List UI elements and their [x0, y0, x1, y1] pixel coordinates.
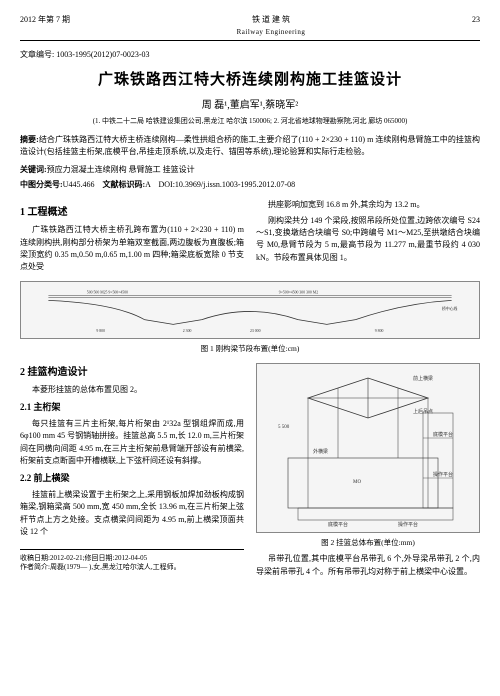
col2-para-3: 吊带孔位置,其中底模平台吊带孔 6 个,外导梁吊带孔 2 个,内导梁前吊带孔 4… [256, 553, 480, 578]
section-1-para-1: 广珠铁路西江特大桥主桥孔跨布置为(110 + 2×230 + 110) m 连续… [20, 224, 244, 274]
figure-1-caption: 图 1 刚构梁节段布置(单位:cm) [20, 343, 480, 354]
abstract-label: 摘要: [20, 135, 39, 144]
doc-val: A [145, 180, 150, 189]
svg-text:9 800: 9 800 [375, 329, 384, 333]
svg-text:9×500=4500 300 300 M2: 9×500=4500 300 300 M2 [279, 290, 318, 294]
col2-para-2: 刚构梁共分 149 个梁段,按照吊段所处位置,边跨依次编号 S24～S1,变换墩… [256, 215, 480, 265]
section-1-heading: 1 工程概述 [20, 205, 244, 220]
svg-text:操作平台: 操作平台 [398, 521, 418, 528]
column-right-top: 拱座影响加宽到 16.8 m 外,其余均为 13.2 m。 刚构梁共分 149 … [256, 199, 480, 277]
section-2-1-heading: 2.1 主桁架 [20, 401, 244, 415]
section-2-heading: 2 挂篮构造设计 [20, 365, 244, 380]
svg-text:2 300: 2 300 [183, 329, 192, 333]
col2-para-1: 拱座影响加宽到 16.8 m 外,其余均为 13.2 m。 [256, 199, 480, 211]
svg-text:前上横梁: 前上横梁 [413, 375, 433, 382]
column-left-2: 2 挂篮构造设计 本菱形挂篮的总体布置见图 2。 2.1 主桁架 每只挂篮有三片… [20, 359, 244, 581]
figure-2: 前上横梁 上后吊点 底模平台 操作平台 MO 外横梁 5 500 底模平台 操作… [256, 363, 480, 533]
svg-text:底模平台: 底模平台 [328, 521, 348, 528]
doi-val: 10.3969/j.issn.1003-1995.2012.07-08 [175, 180, 295, 189]
fig1-dims-text: 500 500 M25 9×500=4500 [87, 290, 128, 294]
keywords: 关键词:预应力混凝土连续刚构 悬臂施工 挂篮设计 [20, 164, 480, 176]
affiliations: (1. 中铁二十二局 哈铁建设集团公司,黑龙江 哈尔滨 150006; 2. 河… [20, 117, 480, 126]
figure-2-sketch: 前上横梁 上后吊点 底模平台 操作平台 MO 外横梁 5 500 底模平台 操作… [261, 368, 475, 528]
page-number: 23 [472, 14, 480, 38]
section-2-2-heading: 2.2 前上横梁 [20, 472, 244, 486]
footer-info: 收稿日期:2012-02-21;修回日期:2012-04-05 作者简介:周磊(… [20, 549, 244, 574]
section-2-para-1: 本菱形挂篮的总体布置见图 2。 [20, 384, 244, 396]
journal-en: Railway Engineering [237, 28, 306, 36]
doi-label: DOI: [158, 180, 174, 189]
column-left: 1 工程概述 广珠铁路西江特大桥主桥孔跨布置为(110 + 2×230 + 11… [20, 199, 244, 277]
svg-text:底模平台: 底模平台 [433, 431, 453, 438]
class-val: U445.466 [63, 180, 95, 189]
header-center: 铁 道 建 筑 Railway Engineering [70, 14, 472, 38]
svg-text:9 800: 9 800 [96, 329, 105, 333]
svg-text:23 000: 23 000 [250, 329, 261, 333]
section-2-1-para-1: 每只挂篮有三片主桁架,每片桁架由 2¹32a 型钢组焊而成,用 6φ100 mm… [20, 418, 244, 468]
figure-1-sketch: 500 500 M25 9×500=4500 9×500=4500 300 30… [25, 286, 475, 334]
keywords-label: 关键词: [20, 165, 47, 174]
figure-2-caption: 图 2 挂篮总体布置(单位:mm) [256, 537, 480, 548]
body-columns: 1 工程概述 广珠铁路西江特大桥主桥孔跨布置为(110 + 2×230 + 11… [20, 199, 480, 277]
section-2-2-para-1: 挂篮前上横梁设置于主桁架之上,采用钢板加焊加劲板构成钢箱梁,钢箱梁高 500 m… [20, 489, 244, 539]
svg-text:外横梁: 外横梁 [313, 448, 328, 455]
abstract-body: 结合广珠铁路西江特大桥主桥连续刚构—柔性拱组合桥的施工,主要介绍了(110 + … [20, 135, 480, 157]
journal-cn: 铁 道 建 筑 [252, 15, 290, 24]
class-label: 中图分类号: [20, 180, 63, 189]
svg-text:操作平台: 操作平台 [433, 471, 453, 478]
svg-text:MO: MO [353, 480, 361, 485]
page: 2012 年第 7 期 铁 道 建 筑 Railway Engineering … [0, 0, 500, 595]
authors: 周 磊¹,董启军¹,蔡晓军² [20, 98, 480, 113]
article-title: 广珠铁路西江特大桥连续刚构施工挂篮设计 [20, 69, 480, 92]
page-header: 2012 年第 7 期 铁 道 建 筑 Railway Engineering … [20, 14, 480, 41]
author-bio: 作者简介:周磊(1979— ),女,黑龙江哈尔滨人,工程师。 [20, 563, 244, 573]
svg-text:5 500: 5 500 [278, 425, 290, 430]
keywords-val: 预应力混凝土连续刚构 悬臂施工 挂篮设计 [47, 165, 195, 174]
column-right-2: 前上横梁 上后吊点 底模平台 操作平台 MO 外横梁 5 500 底模平台 操作… [256, 359, 480, 581]
header-left: 2012 年第 7 期 [20, 14, 70, 38]
doc-label: 文献标识码: [102, 180, 145, 189]
abstract: 摘要:结合广珠铁路西江特大桥主桥连续刚构—柔性拱组合桥的施工,主要介绍了(110… [20, 134, 480, 160]
classification: 中图分类号:U445.466 文献标识码:A DOI:10.3969/j.iss… [20, 179, 480, 191]
svg-text:桥中心线: 桥中心线 [442, 306, 457, 311]
figure-1: 500 500 M25 9×500=4500 9×500=4500 300 30… [20, 281, 480, 339]
received-date: 收稿日期:2012-02-21;修回日期:2012-04-05 [20, 554, 244, 564]
article-id: 文章编号: 1003-1995(2012)07-0023-03 [20, 49, 480, 61]
svg-text:上后吊点: 上后吊点 [413, 408, 433, 415]
body-columns-2: 2 挂篮构造设计 本菱形挂篮的总体布置见图 2。 2.1 主桁架 每只挂篮有三片… [20, 359, 480, 581]
